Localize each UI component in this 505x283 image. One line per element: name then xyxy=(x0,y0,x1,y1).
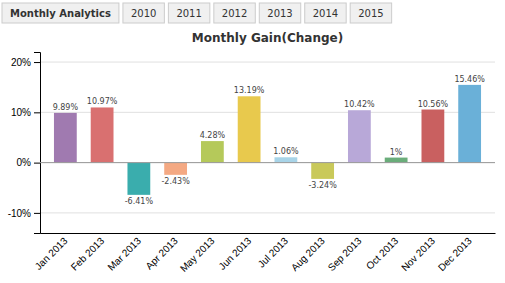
grid-line xyxy=(40,62,495,63)
tab-label: 2011 xyxy=(176,8,201,19)
data-label: 4.28% xyxy=(200,131,226,140)
tab-box xyxy=(168,3,209,23)
data-label: -6.41% xyxy=(125,197,154,206)
bar xyxy=(127,163,150,195)
bar xyxy=(274,157,297,162)
x-tick: Sep 2013 xyxy=(326,235,364,273)
y-tick: 20% xyxy=(11,57,40,68)
x-tick: Jun 2013 xyxy=(216,235,253,272)
chart: Monthly Analytics 2010 2011 2012 2013 2014 201… xyxy=(0,0,505,283)
tab-label: 2012 xyxy=(222,8,247,19)
data-labels: 9.89% 10.97% -6.41% -2.43% 4.28% 13.19% 1.06% -… xyxy=(53,75,486,206)
y-axis: -10% 0% 10% 20% xyxy=(8,53,41,234)
x-tick-label: Mar 2013 xyxy=(105,235,143,273)
bar xyxy=(348,110,371,162)
x-tick: Apr 2013 xyxy=(143,235,180,272)
grid-line xyxy=(40,212,495,213)
y-tick-label: 10% xyxy=(11,107,31,118)
tab: Monthly Analytics xyxy=(2,3,119,23)
y-tick-mark xyxy=(34,213,40,214)
tab: 2013 xyxy=(259,3,300,23)
x-tick: May 2013 xyxy=(178,235,217,274)
bar xyxy=(421,110,444,163)
bar xyxy=(164,163,187,175)
grid xyxy=(40,62,495,213)
data-label: 9.89% xyxy=(53,103,79,112)
tab-box xyxy=(123,3,164,23)
x-tick-label: Apr 2013 xyxy=(143,235,180,272)
bar xyxy=(91,107,114,162)
x-tick-label: Sep 2013 xyxy=(326,235,364,273)
x-tick-label: May 2013 xyxy=(178,235,217,274)
y-tick: 0% xyxy=(17,157,40,168)
y-tick-mark xyxy=(34,163,40,164)
bar xyxy=(54,113,77,163)
tab-box xyxy=(259,3,300,23)
plot: -10% 0% 10% 20% Jan 2013Feb 2013Mar 2013Apr … xyxy=(8,53,496,274)
tab-box xyxy=(214,3,255,23)
x-tick: Feb 2013 xyxy=(69,235,107,273)
tab: 2014 xyxy=(305,3,346,23)
x-tick: Mar 2013 xyxy=(105,235,143,273)
y-axis-line xyxy=(34,53,41,234)
bar xyxy=(385,158,408,163)
data-label: 10.97% xyxy=(87,97,118,106)
y-tick: -10% xyxy=(8,208,40,219)
tab: 2012 xyxy=(214,3,255,23)
x-axis-line xyxy=(41,233,496,234)
data-label: 1% xyxy=(390,148,403,157)
x-tick-label: Jul 2013 xyxy=(256,235,291,270)
x-tick-label: Jun 2013 xyxy=(216,235,253,272)
x-tick: Dec 2013 xyxy=(436,235,474,273)
tab-box xyxy=(2,3,119,23)
tab-label: 2010 xyxy=(131,8,156,19)
x-tick-label: Feb 2013 xyxy=(69,235,107,273)
x-tick: Nov 2013 xyxy=(399,235,437,273)
y-tick-mark xyxy=(34,62,40,63)
data-label: 10.56% xyxy=(418,100,449,109)
x-tick-label: Dec 2013 xyxy=(436,235,474,273)
data-label: 13.19% xyxy=(234,86,265,95)
x-tick-label: Aug 2013 xyxy=(289,235,327,273)
tab: 2010 xyxy=(123,3,164,23)
data-label: 10.42% xyxy=(344,100,375,109)
tabs: Monthly Analytics 2010 2011 2012 2013 2014 201… xyxy=(2,3,392,23)
y-tick: 10% xyxy=(11,107,40,118)
bar xyxy=(238,96,261,162)
data-label: 1.06% xyxy=(273,147,299,156)
title: Monthly Gain(Change) xyxy=(192,31,343,45)
tab-label: 2014 xyxy=(313,8,338,19)
tab-box xyxy=(350,3,391,23)
bars xyxy=(54,85,481,195)
zero-line xyxy=(40,162,495,163)
tab-label: 2013 xyxy=(267,8,292,19)
x-tick: Oct 2013 xyxy=(364,235,401,272)
data-label: 15.46% xyxy=(454,75,485,84)
tab-box xyxy=(305,3,346,23)
bar xyxy=(311,163,334,179)
grid-line xyxy=(40,162,495,163)
x-axis: Jan 2013Feb 2013Mar 2013Apr 2013May 2013… xyxy=(33,234,496,274)
x-tick-label: Jan 2013 xyxy=(33,235,70,272)
data-label: -2.43% xyxy=(161,177,190,186)
tab: 2015 xyxy=(350,3,391,23)
bar xyxy=(458,85,481,163)
y-tick-mark xyxy=(34,112,40,113)
y-tick-label: 0% xyxy=(17,157,32,168)
data-label: -3.24% xyxy=(308,181,337,190)
x-tick: Jul 2013 xyxy=(256,235,291,270)
x-tick: Jan 2013 xyxy=(33,235,70,272)
x-tick-label: Oct 2013 xyxy=(364,235,401,272)
x-tick-label: Nov 2013 xyxy=(399,235,437,273)
bar xyxy=(201,141,224,163)
tab-label: 2015 xyxy=(358,8,383,19)
tab: 2011 xyxy=(168,3,209,23)
y-tick-label: 20% xyxy=(11,57,31,68)
y-tick-label: -10% xyxy=(8,208,31,219)
x-tick: Aug 2013 xyxy=(289,235,327,273)
tab-label: Monthly Analytics xyxy=(10,8,111,19)
